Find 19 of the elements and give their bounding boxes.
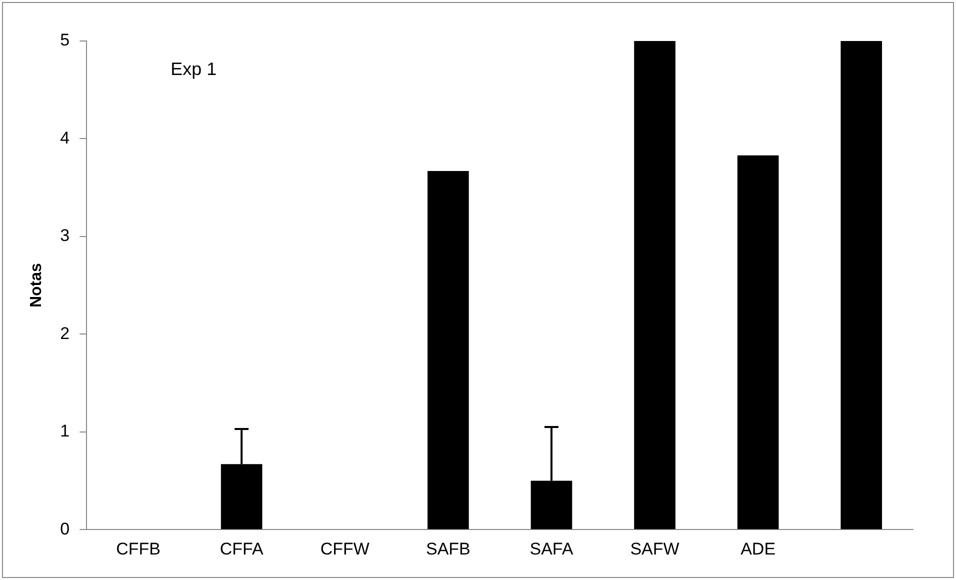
y-tick-label: 1	[60, 422, 70, 441]
y-tick-label: 5	[60, 30, 70, 50]
x-tick-label: CFFW	[320, 539, 370, 558]
bar	[634, 41, 676, 530]
y-tick-label: 2	[60, 324, 70, 343]
x-tick-label: SAFA	[530, 539, 574, 558]
x-tick-label: CFFA	[220, 539, 264, 558]
x-tick-label: SAFB	[426, 539, 470, 558]
y-tick-label: 0	[60, 519, 70, 538]
bar	[428, 170, 469, 530]
y-tick-label: 4	[60, 128, 70, 148]
bar	[840, 41, 882, 530]
bar	[737, 155, 779, 530]
x-tick-label: ADE	[740, 539, 776, 558]
annotation: Exp 1	[170, 58, 217, 79]
x-tick-label: CFFB	[116, 539, 160, 558]
x-tick-label: SAFW	[630, 539, 680, 558]
y-tick-label: 3	[60, 226, 70, 246]
y-axis-title: Notas	[28, 262, 46, 308]
